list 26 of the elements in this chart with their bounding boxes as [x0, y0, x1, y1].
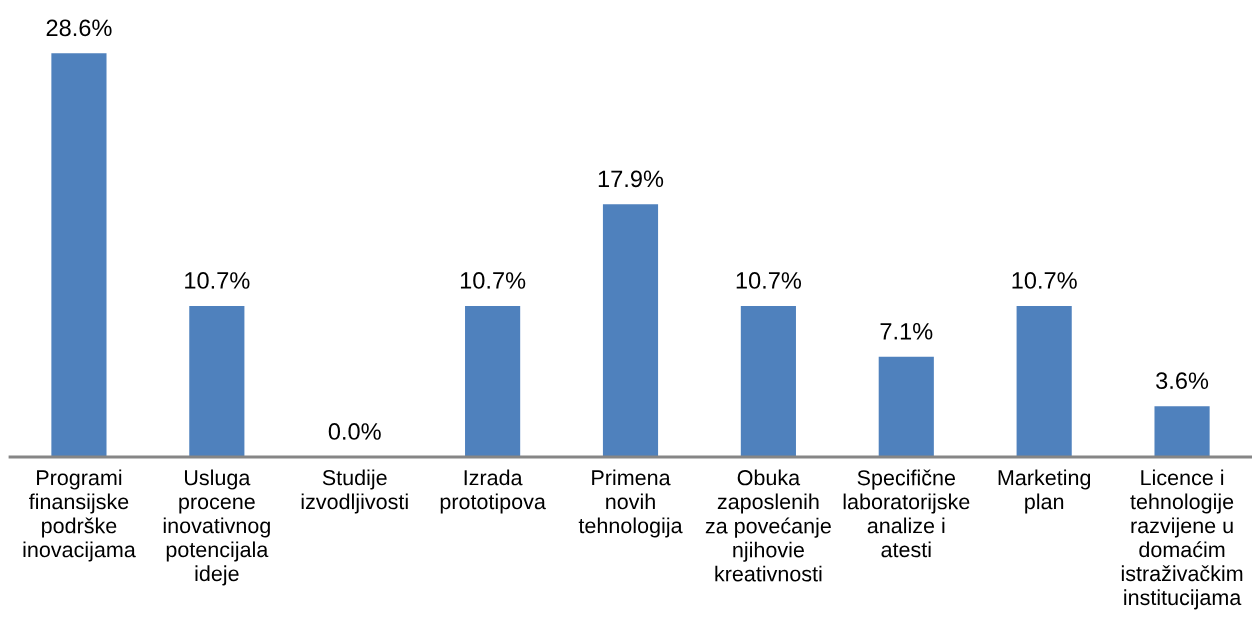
- x-tick-label: Licence i tehnologije razvijene u domaćim istraživačkim institucijama: [1121, 469, 1243, 610]
- data-label: 10.7%: [185, 272, 250, 289]
- x-tick-label: Specifične laboratorijske analize i atesti: [843, 469, 970, 558]
- data-label: 28.6%: [46, 19, 112, 37]
- bar: [878, 356, 934, 457]
- bar: [465, 305, 521, 457]
- data-label: 10.7%: [460, 272, 526, 289]
- data-label: 17.9%: [598, 170, 664, 188]
- bar: [602, 204, 659, 457]
- x-tick-label: Programi finansijske podrške inovacijama: [23, 469, 136, 562]
- bar: [1016, 305, 1072, 457]
- bar: [740, 305, 796, 457]
- data-label: 3.6%: [1156, 372, 1209, 390]
- bar: [189, 305, 245, 457]
- data-label: 7.1%: [880, 323, 933, 340]
- x-tick-label: Studije izvodljivosti: [301, 469, 408, 514]
- x-tick-label: Primena novih tehnologija: [578, 469, 683, 538]
- x-tick-label: Obuka zaposlenih za povećanje njihovie kreativnosti: [705, 469, 831, 582]
- bar: [1154, 406, 1210, 457]
- x-tick-label: Usluga procene inovativnog potencijala ideje: [163, 469, 270, 586]
- data-label: 10.7%: [736, 272, 802, 289]
- data-label: 10.7%: [1012, 272, 1077, 289]
- x-tick-label: Marketing plan: [998, 469, 1091, 514]
- x-tick-label: Izrada prototipova: [440, 469, 546, 514]
- data-label: 0.0%: [328, 423, 381, 440]
- bar: [51, 53, 107, 457]
